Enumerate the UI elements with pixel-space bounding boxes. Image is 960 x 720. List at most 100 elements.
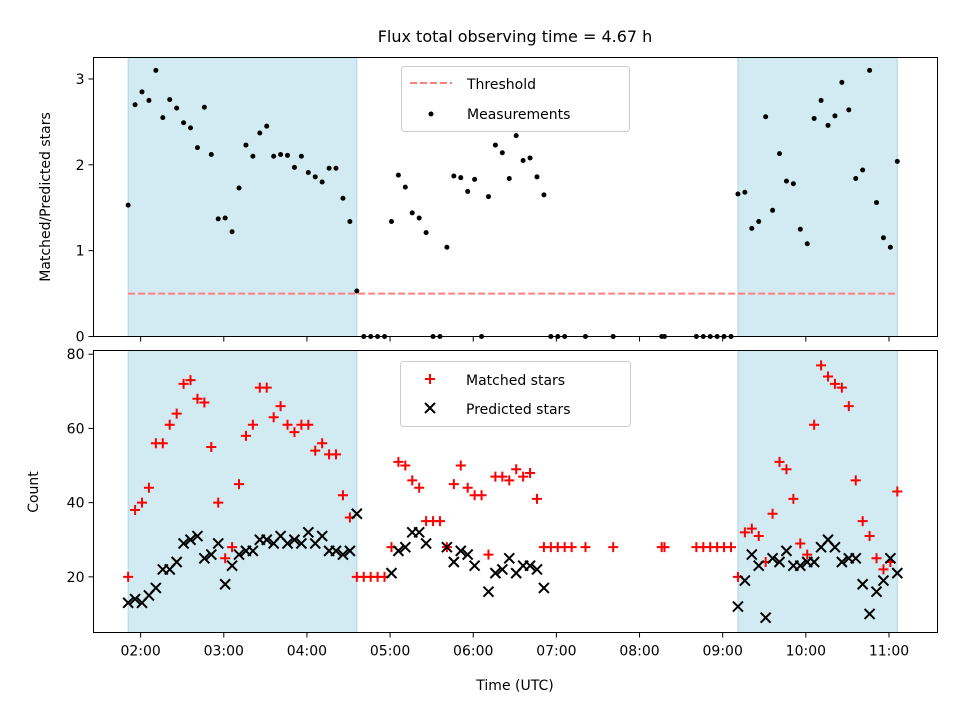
predicted-star-point (448, 556, 460, 568)
threshold-legend-label: Threshold (466, 77, 536, 93)
measurement-point (846, 107, 852, 113)
measurement-point (832, 113, 838, 119)
matched-star-point (462, 482, 473, 493)
predicted-star-point (503, 552, 515, 564)
measurement-point (305, 170, 311, 176)
predicted-star-point (461, 548, 474, 561)
matched-star-point (767, 508, 778, 519)
predicted-star-point (337, 548, 349, 561)
predicted-star-point (468, 560, 481, 572)
predicted-star-point (302, 526, 315, 539)
ratio-legend-box (401, 66, 630, 132)
matched-star-point (448, 479, 459, 490)
observing-interval-shade (127, 350, 358, 633)
predicted-star-point (538, 582, 550, 594)
measurement-point (756, 218, 762, 224)
matched-star-point (816, 360, 827, 371)
predicted-star-point (295, 537, 308, 550)
matched-star-point (261, 382, 272, 393)
matched-star-point (739, 527, 750, 538)
y-tick-label: 0 (76, 330, 85, 346)
measurement-point (472, 176, 478, 182)
matched-star-point (774, 456, 785, 467)
measurement-point (541, 192, 547, 198)
matched-star-point (213, 497, 224, 508)
y-tick-label: 1 (76, 244, 85, 260)
matched-star-point (566, 542, 577, 553)
matched-star-point (143, 482, 154, 493)
matched-star-point (303, 419, 314, 430)
matched-star-point (809, 419, 820, 430)
matched-star-point (580, 542, 591, 553)
matched-star-point (171, 408, 182, 419)
measurement-point (520, 158, 526, 164)
measurement-point (139, 89, 145, 95)
y-tick-label: 60 (67, 421, 85, 437)
measurement-legend-label: Measurements (467, 107, 570, 123)
matched-star-point (407, 475, 418, 486)
matched-star-point (497, 471, 508, 482)
ratio-y-axis-label: Matched/Predicted stars (38, 112, 54, 282)
matched-star-point (836, 382, 847, 393)
measurement-point (458, 175, 464, 181)
predicted-star-point (288, 534, 301, 546)
measurement-point (492, 142, 498, 148)
measurement-point (735, 191, 741, 197)
predicted-star-point (212, 537, 224, 550)
measurement-point (243, 142, 249, 148)
predicted-star-point (122, 597, 134, 609)
predicted-star-point (746, 548, 758, 561)
measurement-point (402, 184, 408, 190)
measurement-point (229, 229, 235, 235)
measurement-point (201, 104, 207, 110)
measurement-point (312, 174, 318, 180)
observing-intervals (127, 350, 898, 633)
measurement-legend-swatch (428, 111, 434, 117)
x-tick-label: 07:00 (536, 644, 576, 660)
ratio-panel-frame (93, 57, 938, 337)
measurement-point (860, 167, 866, 173)
x-tick-label: 04:00 (287, 644, 327, 660)
predicted-star-point (247, 545, 259, 557)
ratio-y-ticks: 0 1 2 3 (76, 72, 94, 346)
predicted-star-point (732, 600, 744, 613)
measurement-point (416, 215, 422, 221)
matched-star-point (878, 564, 889, 575)
x-axis-label: Time (UTC) (475, 678, 553, 694)
measurement-point (811, 115, 817, 121)
measurement-point (354, 288, 360, 294)
matched-star-point (525, 467, 536, 478)
matched-star-point (220, 553, 231, 564)
matched-star-point (864, 531, 875, 542)
measurement-point (777, 151, 783, 157)
matched-star-point (518, 471, 529, 482)
measurement-point (250, 153, 256, 159)
matched-star-point (726, 542, 737, 553)
predicted-star-point (129, 593, 141, 605)
count-x-ticks: 02:00 03:00 04:00 05:00 06:00 07:00 08:00 09:00… (120, 632, 909, 660)
matched-legend-marker (425, 374, 435, 384)
x-tick-label: 08:00 (619, 644, 659, 660)
matched-star-point (829, 378, 840, 389)
predicted-star-point (870, 585, 883, 598)
matched-star-point (199, 397, 210, 408)
matched-star-point (164, 419, 175, 430)
predicted-star-point (773, 556, 786, 568)
matched-star-point (275, 401, 286, 412)
measurement-point (749, 225, 755, 231)
matched-star-point (788, 493, 799, 504)
matched-star-point (434, 516, 445, 527)
observing-intervals (127, 57, 898, 337)
measurement-point (797, 226, 803, 232)
measurement-point (499, 150, 505, 156)
matched-star-point (483, 549, 494, 560)
measurement-point (818, 97, 824, 103)
predicted-star-point (233, 548, 245, 561)
x-tick-label: 11:00 (869, 644, 909, 660)
predicted-star-point (856, 578, 869, 590)
measurement-point (340, 195, 346, 201)
measurement-point (804, 241, 810, 247)
x-tick-label: 09:00 (703, 644, 743, 660)
predicted-star-point (385, 567, 398, 579)
